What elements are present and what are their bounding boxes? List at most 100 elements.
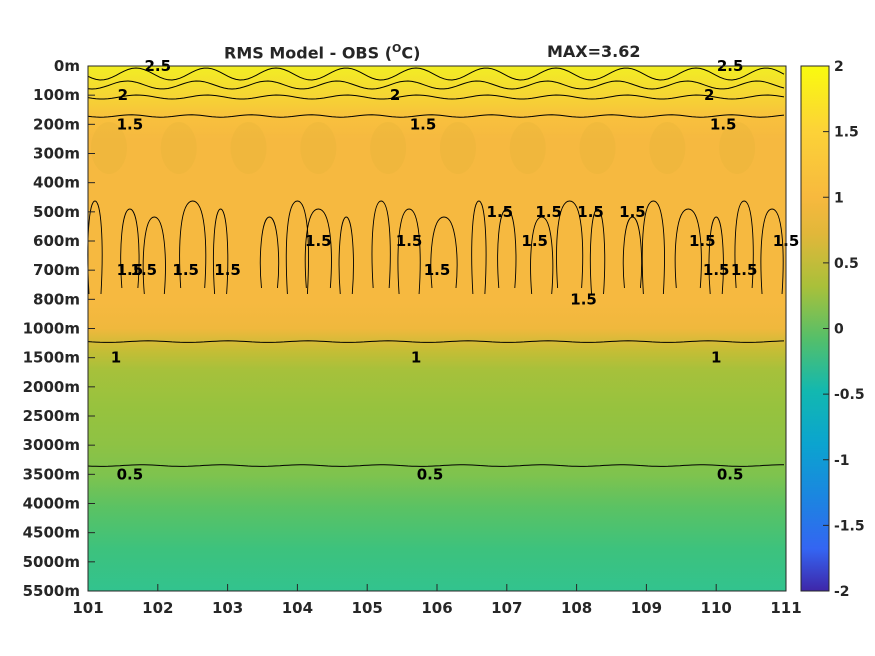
contour-label: 1.5 (703, 261, 730, 279)
contour-label: 1.5 (487, 203, 514, 221)
y-tick-label: 600m (33, 232, 80, 250)
contour-label: 1.5 (117, 261, 144, 279)
contour-line-1-5-column (213, 208, 229, 295)
y-tick-label: 300m (33, 145, 80, 163)
contour-label: 0.5 (417, 465, 444, 483)
y-tick-label: 5500m (23, 582, 80, 600)
contour-label: 1.5 (619, 203, 646, 221)
y-tick-label: 800m (33, 290, 80, 308)
heatmap-cell-blob (230, 122, 267, 174)
heatmap-cell-blob (579, 122, 616, 174)
contour-label: 1.5 (710, 115, 737, 133)
colorbar-tick-label: 1.5 (834, 125, 859, 141)
contour-label: 1 (411, 349, 421, 367)
colorbar-ticks: 2 1.5 1 0.5 0 -0.5 -1 -1.5 -2 (823, 59, 865, 600)
contour-line-1-5-column (589, 208, 606, 295)
contour-line-1-5-column (120, 208, 140, 289)
contour-line-2 (87, 94, 785, 100)
contour-label: 1.5 (689, 232, 716, 250)
contour-line-1-5-column (430, 216, 458, 289)
contour-line-1-5-column (497, 208, 517, 289)
chart-title-unit: C) (401, 43, 421, 63)
y-tick-label: 100m (33, 86, 80, 104)
x-axis-ticks: 101 102 103 104 105 106 107 108 109 110 111 (72, 584, 802, 617)
x-tick-label: 104 (282, 599, 313, 617)
contour-line-1-5-column (734, 200, 754, 289)
chart-title: RMS Model - OBS (OC) (224, 42, 420, 62)
contour-line-1-5-column (674, 208, 702, 289)
y-tick-label: 3000m (23, 436, 80, 454)
contour-label: 1.5 (214, 261, 241, 279)
x-tick-label: 102 (142, 599, 173, 617)
contour-line-1-5-column (371, 200, 391, 289)
heatmap-cell-blob (90, 122, 127, 174)
contour-line-1-5-column (471, 200, 487, 295)
contour-label: 1.5 (731, 261, 758, 279)
y-tick-label: 2500m (23, 407, 80, 425)
contour-label: 1.5 (410, 115, 437, 133)
contour-line-1 (87, 340, 785, 343)
contour-label: 1.5 (172, 261, 199, 279)
heatmap-cell-blob (509, 122, 546, 174)
contour-line-1-5-column (259, 216, 280, 289)
colorbar-tick-label: -1 (834, 453, 850, 469)
contour-line-0-5 (87, 464, 784, 467)
x-tick-label: 106 (421, 599, 452, 617)
contour-line-1-5-column (285, 200, 309, 295)
contour-line-2-5 (87, 67, 785, 81)
contour-line-1-5-column (641, 200, 665, 295)
contour-label: 1.5 (577, 203, 604, 221)
contour-label: 1.5 (521, 232, 548, 250)
contour-label: 1.5 (131, 261, 158, 279)
contour-label: 2 (390, 86, 400, 104)
contour-line-1-5-column (622, 216, 643, 289)
colorbar-tick-label: 1 (834, 190, 844, 206)
contour-line-1-5-column (304, 208, 332, 289)
contour-line-1-5-column (142, 216, 166, 295)
contour-line-1-5-column (338, 216, 354, 295)
heatmap-cell-blob (300, 122, 337, 174)
contour-line-1-5-column (556, 200, 584, 289)
y-tick-label: 500m (33, 203, 80, 221)
x-tick-label: 107 (491, 599, 522, 617)
contour-line-1-5-column (397, 208, 421, 295)
contour-label: 2 (704, 86, 714, 104)
contour-label: 1.5 (117, 115, 144, 133)
contour-line-1-5-column (708, 216, 724, 295)
y-axis-ticks: 0m 100m 200m 300m 400m 500m 600m 700m 800m 1000m 1… (23, 57, 95, 600)
contour-line-1-5-column (760, 208, 784, 295)
heatmap-cell-blob (439, 122, 476, 174)
heatmap-cell-blob (370, 122, 407, 174)
max-label: MAX=3.62 (547, 42, 641, 61)
heatmap-background (88, 66, 786, 591)
contour-label: 1.5 (396, 232, 423, 250)
chart-title-main: RMS Model - OBS ( (224, 43, 393, 63)
y-tick-label: 400m (33, 174, 80, 192)
y-tick-label: 700m (33, 261, 80, 279)
contour-label: 2 (118, 86, 128, 104)
contour-label: 0.5 (117, 465, 144, 483)
x-tick-label: 101 (72, 599, 103, 617)
colorbar-tick-label: -1.5 (834, 518, 865, 534)
x-tick-label: 103 (212, 599, 243, 617)
colorbar-tick-label: -2 (834, 584, 850, 600)
contour-label: 1.5 (570, 290, 597, 308)
heatmap-cell-blob (719, 122, 756, 174)
contour-label: 1 (111, 349, 121, 367)
colorbar-tick-label: 2 (834, 59, 844, 75)
y-tick-label: 2000m (23, 378, 80, 396)
y-tick-label: 3500m (23, 465, 80, 483)
contour-label: 1.5 (424, 261, 451, 279)
contour-line-1-5-column (530, 216, 554, 295)
contour-label: 1.5 (535, 203, 562, 221)
x-tick-label: 110 (701, 599, 732, 617)
x-tick-label: 111 (770, 599, 801, 617)
contour-line-1-5-column (179, 200, 207, 289)
contour-line-1-5-top (87, 114, 785, 118)
x-tick-label: 108 (561, 599, 592, 617)
chart-title-unit-superscript: O (392, 42, 402, 55)
x-tick-label: 109 (631, 599, 662, 617)
x-tick-label: 105 (352, 599, 383, 617)
